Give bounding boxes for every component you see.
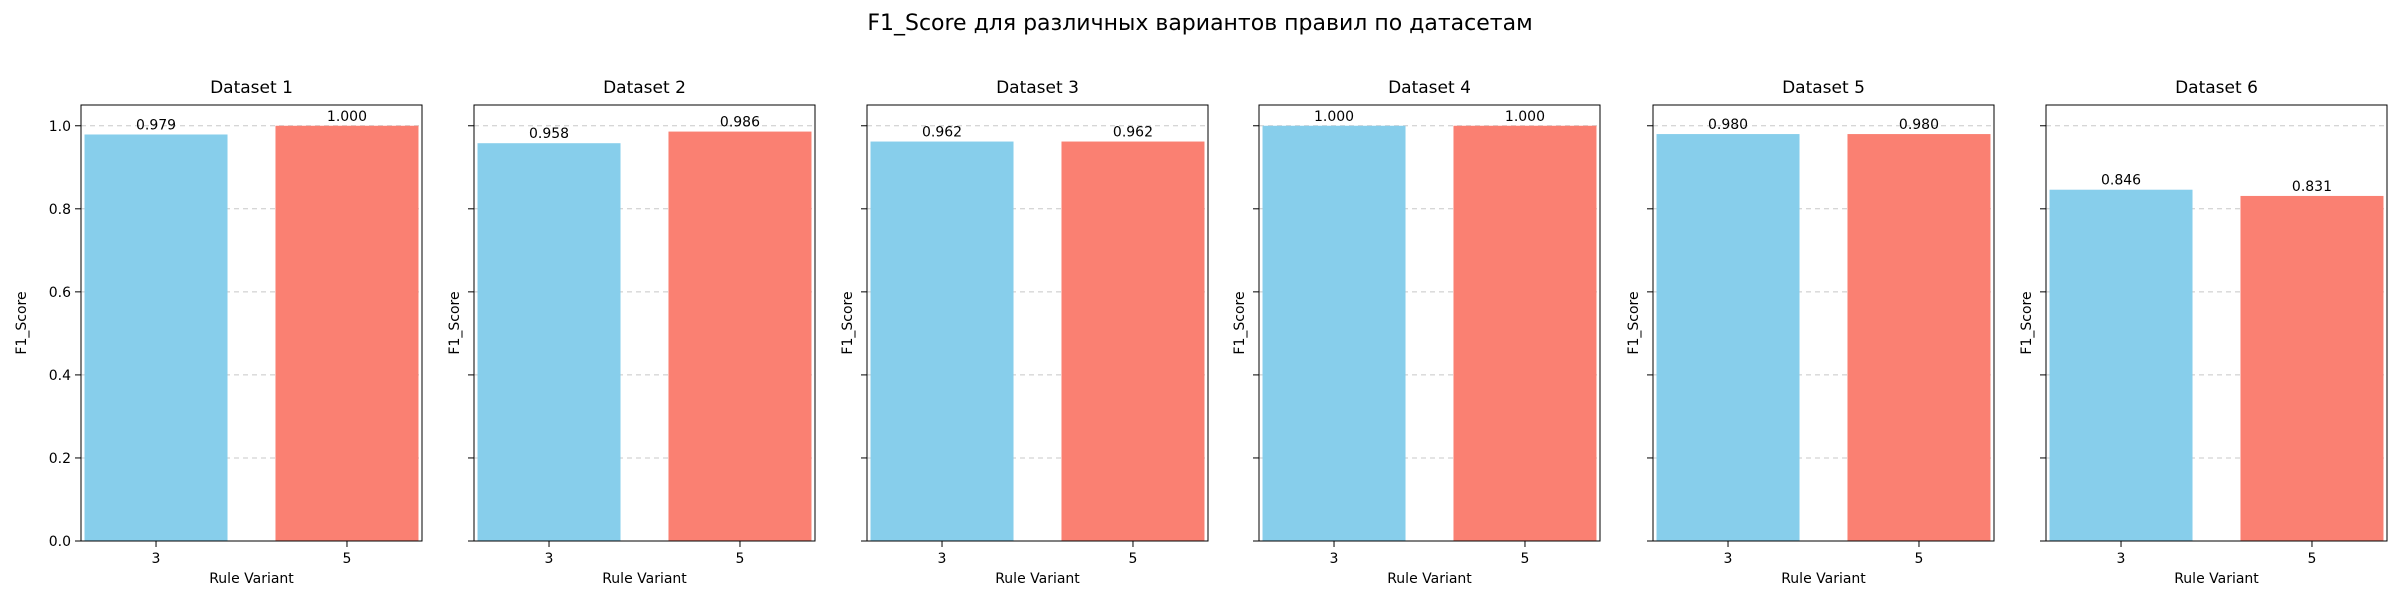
y-axis-label: F1_Score: [2019, 291, 2035, 354]
x-axis-label: Rule Variant: [602, 571, 687, 587]
bar-variant-5: [1453, 125, 1597, 541]
axes-frame: [80, 104, 423, 542]
y-tick-label: 0.8: [49, 202, 71, 218]
y-axis-label: F1_Score: [1626, 291, 1642, 354]
bar-variant-5: [275, 125, 419, 541]
axes-frame: [473, 104, 816, 542]
x-tick-label: 5: [1521, 551, 1530, 567]
panel-title: Dataset 5: [1782, 78, 1865, 98]
axes-frame: [1258, 104, 1601, 542]
chart-panel-2: 0.958 3 0.986 5 Dataset 2 Rule Variant F1_Scor…: [447, 78, 816, 587]
x-tick-label: 3: [938, 551, 947, 567]
y-axis-label: F1_Score: [447, 291, 463, 354]
chart-panel-4: 1.000 3 1.000 5 Dataset 4 Rule Variant F1_Scor…: [1232, 78, 1601, 587]
y-tick-label: 1.0: [49, 119, 71, 135]
axes-frame: [1652, 104, 1995, 542]
bar-value-label: 1.000: [327, 109, 367, 125]
x-tick-label: 3: [152, 551, 161, 567]
axes-frame: [2045, 104, 2388, 542]
bar-variant-3: [1262, 125, 1406, 541]
x-tick-label: 3: [2117, 551, 2126, 567]
bar-value-label: 0.986: [720, 115, 760, 131]
chart-panels: 0.0 0.2 0.4 0.6 0.8 1.0 0.979 3 1.000 5 Dataset 1 R…: [14, 78, 2388, 587]
panel-title: Dataset 4: [1388, 78, 1471, 98]
bar-variant-3: [1656, 134, 1800, 542]
y-axis-label: F1_Score: [14, 291, 30, 354]
bar-variant-3: [870, 141, 1014, 541]
x-tick-label: 5: [1915, 551, 1924, 567]
x-axis-label: Rule Variant: [209, 571, 294, 587]
chart-panel-6: 0.846 3 0.831 5 Dataset 6 Rule Variant F1_Scor…: [2019, 78, 2388, 587]
bar-value-label: 0.962: [1113, 125, 1153, 141]
y-tick-label: 0.0: [49, 534, 71, 550]
panel-title: Dataset 3: [996, 78, 1079, 98]
y-axis-label: F1_Score: [1232, 291, 1248, 354]
x-axis-label: Rule Variant: [1781, 571, 1866, 587]
bar-value-label: 0.958: [529, 126, 569, 142]
figure-title: F1_Score для различных вариантов правил …: [867, 11, 1532, 36]
bar-variant-5: [2240, 195, 2384, 542]
bar-variant-5: [1847, 134, 1991, 542]
x-tick-label: 3: [545, 551, 554, 567]
bar-variant-3: [84, 134, 228, 541]
bar-variant-5: [668, 131, 812, 541]
x-tick-label: 5: [736, 551, 745, 567]
x-axis-label: Rule Variant: [1387, 571, 1472, 587]
y-tick-label: 0.6: [49, 285, 71, 301]
x-tick-label: 5: [1129, 551, 1138, 567]
x-axis-label: Rule Variant: [2174, 571, 2259, 587]
bar-value-label: 0.980: [1899, 117, 1939, 133]
bar-value-label: 1.000: [1314, 109, 1354, 125]
y-tick-label: 0.4: [49, 368, 71, 384]
panel-title: Dataset 2: [603, 78, 686, 98]
x-tick-label: 5: [2308, 551, 2317, 567]
bar-value-label: 0.831: [2292, 179, 2332, 195]
y-axis-label: F1_Score: [840, 291, 856, 354]
x-tick-label: 3: [1724, 551, 1733, 567]
bar-value-label: 0.979: [136, 117, 176, 133]
y-tick-label: 0.2: [49, 451, 71, 467]
x-tick-label: 3: [1330, 551, 1339, 567]
bar-value-label: 0.962: [922, 125, 962, 141]
panel-title: Dataset 1: [210, 78, 293, 98]
x-axis-label: Rule Variant: [995, 571, 1080, 587]
x-tick-label: 5: [343, 551, 352, 567]
bar-variant-5: [1061, 141, 1205, 541]
bar-variant-3: [2049, 189, 2193, 542]
bar-variant-3: [477, 143, 621, 541]
bar-value-label: 0.846: [2101, 173, 2141, 189]
bar-value-label: 1.000: [1505, 109, 1545, 125]
chart-panel-3: 0.962 3 0.962 5 Dataset 3 Rule Variant F1_Scor…: [840, 78, 1209, 587]
axes-frame: [866, 104, 1209, 542]
bar-value-label: 0.980: [1708, 117, 1748, 133]
chart-panel-1: 0.0 0.2 0.4 0.6 0.8 1.0 0.979 3 1.000 5 Dataset 1 R…: [14, 78, 423, 587]
chart-panel-5: 0.980 3 0.980 5 Dataset 5 Rule Variant F1_Scor…: [1626, 78, 1995, 587]
panel-title: Dataset 6: [2175, 78, 2258, 98]
